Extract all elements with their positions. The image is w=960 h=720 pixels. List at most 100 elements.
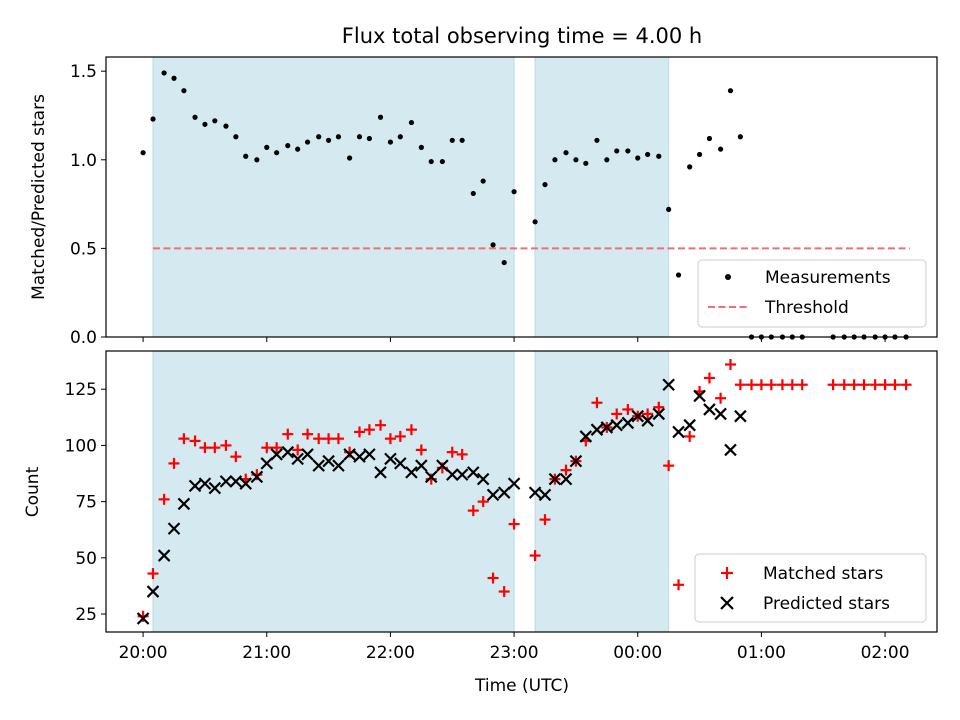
x-ticks-top (142, 337, 886, 342)
predicted-star-point (466, 466, 480, 479)
predicted-star-point (363, 448, 376, 461)
measurement-point (501, 259, 507, 266)
measurement-point (418, 144, 424, 150)
matched-star-point (394, 430, 406, 442)
observing-window (534, 350, 670, 633)
measurement-point (335, 134, 342, 140)
matched-star-point (477, 496, 489, 508)
predicted-star-point (188, 479, 202, 493)
matched-star-point (354, 426, 366, 438)
matched-star-point (889, 379, 901, 391)
measurement-point (459, 137, 465, 143)
legend-box-bottom (694, 553, 927, 623)
predicted-star-point (714, 407, 727, 421)
measurement-point (366, 135, 372, 142)
measurement-point (563, 150, 569, 156)
predicted-star-point (301, 448, 314, 461)
y-axis-label-top: Matched/Predicted stars (29, 94, 49, 300)
matched-star-point (858, 379, 870, 391)
matched-star-point (332, 433, 344, 445)
legend-label-matched: Matched stars (763, 564, 883, 584)
measurement-point (614, 148, 620, 154)
predicted-star-point (384, 452, 397, 466)
measurement-point (490, 242, 496, 248)
measurement-point (635, 155, 641, 161)
predicted-star-point (177, 497, 191, 511)
predicted-star-point (476, 472, 490, 486)
predicted-star-point (405, 466, 418, 479)
measurement-point (696, 151, 703, 158)
measurement-point (645, 151, 651, 158)
x-tick-label: 21:00 (242, 643, 291, 663)
matched-star-point (765, 379, 777, 391)
measurement-point (439, 158, 445, 165)
measurement-point (604, 157, 610, 163)
y-tick-label: 0.5 (70, 239, 97, 259)
measurement-point (233, 134, 239, 140)
matched-star-point (622, 403, 634, 415)
measurement-point (223, 123, 229, 129)
legend-top: Measurements Threshold (697, 259, 927, 328)
predicted-star-point (548, 472, 562, 486)
matched-star-point (282, 428, 294, 440)
x-tick-label: 01:00 (737, 643, 786, 663)
matched-star-point (900, 379, 912, 391)
matched-star-point (456, 448, 468, 460)
predicted-star-point (569, 454, 583, 468)
y-tick-label: 1.0 (70, 151, 97, 171)
measurement-point (347, 155, 353, 161)
observing-window (152, 56, 515, 338)
measurement-point (428, 158, 434, 165)
matched-star-point (539, 514, 551, 526)
matched-star-point (663, 460, 675, 472)
measurement-point (325, 137, 332, 143)
ratio-panel: 0.0 0.5 1.0 1.5 Matched/Predicted stars Mea… (29, 56, 938, 348)
shaded-regions (152, 350, 670, 633)
measurement-point (717, 146, 724, 152)
measurement-point (552, 157, 558, 163)
predicted-star-point (332, 459, 345, 472)
measurement-point (377, 114, 384, 120)
predicted-star-point (662, 378, 675, 391)
predicted-star-point (167, 522, 181, 535)
predicted-star-point (343, 448, 356, 461)
y-axis-top: 0.0 0.5 1.0 1.5 (70, 62, 106, 348)
measurement-point (625, 148, 631, 154)
matched-star-point (869, 379, 881, 391)
predicted-star-point (641, 414, 654, 427)
matched-star-point (220, 439, 232, 451)
matched-star-point (529, 550, 541, 562)
measurement-point (295, 146, 301, 152)
predicted-star-point (291, 452, 304, 466)
predicted-star-point (250, 470, 264, 484)
y-axis-label-bottom: Count (23, 466, 43, 517)
matched-star-point (734, 379, 746, 391)
matched-star-point (199, 442, 211, 454)
measurement-point (254, 157, 260, 163)
measurement-point (480, 178, 486, 184)
measurement-point (666, 206, 672, 213)
predicted-star-point (394, 457, 407, 470)
measurement-point (387, 139, 394, 145)
measurement-point (181, 88, 187, 94)
matched-star-point (375, 419, 387, 431)
matched-star-point (560, 464, 572, 476)
matched-star-point (724, 358, 736, 370)
predicted-star-point (146, 585, 160, 598)
measurement-point (675, 272, 682, 278)
measurement-point (727, 88, 734, 94)
matched-star-point (838, 379, 850, 391)
matched-star-point (415, 444, 427, 456)
axes-frame-bottom (105, 350, 938, 633)
matched-star-point (230, 451, 242, 463)
matched-star-point (261, 442, 273, 454)
y-tick-label: 100 (65, 436, 97, 456)
chart-title: Flux total observing time = 4.00 h (342, 24, 702, 48)
predicted-star-point (672, 425, 685, 439)
predicted-star-point (260, 457, 274, 470)
y-tick-label: 0.0 (70, 328, 97, 348)
y-axis-bottom: 25 50 75 100 125 (65, 380, 106, 625)
measurement-point (656, 153, 662, 159)
legend-label-measurements: Measurements (765, 268, 891, 288)
y-tick-label: 75 (75, 493, 97, 513)
